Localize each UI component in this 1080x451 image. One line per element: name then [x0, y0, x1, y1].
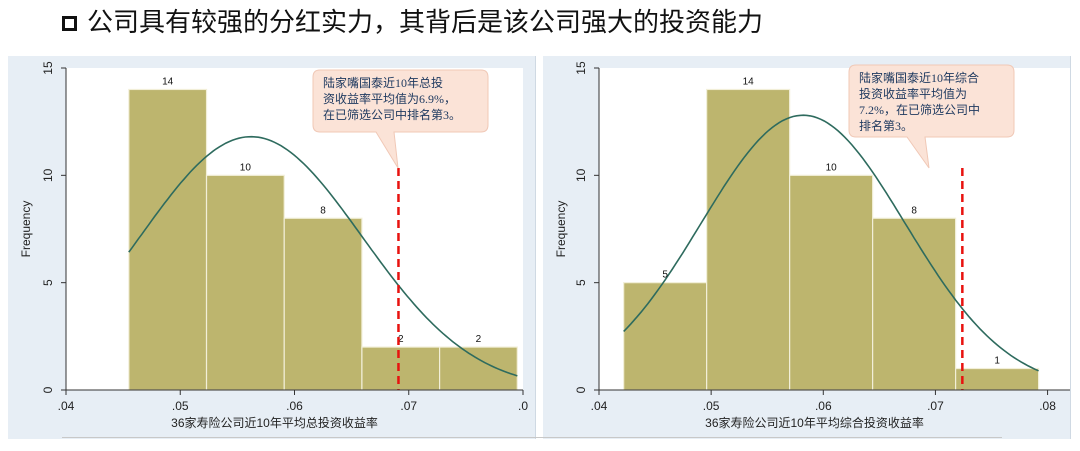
y-axis-title: Frequency: [554, 201, 568, 258]
histogram-bar: [789, 174, 874, 391]
bar-count-label: 1: [994, 356, 1000, 367]
annotation-text-line: 7.2%，在已筛选公司中: [859, 102, 980, 117]
x-tick-label: .07: [400, 399, 417, 413]
y-tick-label: 5: [41, 279, 55, 286]
x-tick-label: .0: [518, 399, 528, 413]
divider: [62, 437, 1002, 438]
x-tick-label: .06: [286, 399, 303, 413]
histogram-bar: [872, 217, 957, 391]
x-tick-label: .04: [58, 399, 75, 413]
bar-count-label: 2: [476, 334, 482, 345]
histogram-bar: [955, 367, 1040, 391]
x-tick-label: .06: [815, 399, 832, 413]
histogram-bar: [623, 282, 708, 391]
annotation-callout-bubble: [848, 64, 1015, 169]
bar-count-label: 5: [662, 270, 668, 281]
annotation-text-line: 排名第3。: [859, 118, 913, 133]
annotation-text-line: 资收益率平均值为6.9%，: [323, 91, 456, 106]
chart-panel-comprehensive-return: 5 14 10 8 1 0 5 10 15.04.05.06.07.08 36家寿险公司近10年平…: [543, 56, 1071, 439]
normal-density-curve: [623, 114, 1039, 372]
x-axis-title: 36家寿险公司近10年平均总投资收益率: [171, 415, 378, 430]
histogram-bar: [205, 174, 285, 391]
annotation-callout-bubble: [312, 69, 489, 169]
y-tick-label: 0: [574, 386, 588, 393]
bar-count-label: 2: [398, 334, 404, 345]
bar-count-label: 14: [162, 76, 174, 87]
histogram-bar: [128, 88, 208, 391]
y-tick-label: 0: [41, 386, 55, 393]
annotation-text-line: 投资收益率平均值为: [859, 86, 967, 101]
square-bullet-icon: [62, 15, 77, 31]
bar-count-label: 14: [743, 76, 755, 87]
y-tick-label: 10: [574, 168, 588, 182]
y-tick-label: 10: [41, 168, 55, 182]
histogram-total-return: 14 10 8 2 2 0 5 10 15 .04 .05 .06 .07 .0 36家寿险公司近10年平均…: [19, 61, 528, 430]
bar-count-label: 8: [911, 205, 917, 216]
bar-count-label: 10: [826, 162, 838, 173]
x-tick-label: .07: [927, 399, 944, 413]
y-axis-title: Frequency: [19, 201, 33, 258]
x-axis-title: 36家寿险公司近10年平均综合投资收益率: [705, 415, 924, 430]
annotation-text-line: 陆家嘴国泰近10年综合: [859, 70, 979, 85]
y-tick-label: 5: [574, 279, 588, 286]
histogram-comprehensive-return: 5141081051015.04.05.06.07.0836家寿险公司近10年平…: [554, 61, 1070, 430]
slide-title-text: 公司具有较强的分红实力，其背后是该公司强大的投资能力: [87, 8, 764, 38]
x-tick-label: .08: [1039, 399, 1056, 413]
histogram-bar: [283, 217, 363, 391]
y-tick-label: 15: [574, 61, 588, 75]
x-tick-label: .05: [703, 399, 720, 413]
normal-density-curve: [128, 135, 518, 377]
x-tick-label: .05: [172, 399, 189, 413]
histogram-bar: [706, 88, 791, 391]
bar-count-label: 10: [240, 162, 252, 173]
x-tick-label: .04: [591, 399, 608, 413]
slide-title: 公司具有较强的分红实力，其背后是该公司强大的投资能力: [62, 10, 763, 36]
annotation-text-line: 陆家嘴国泰近10年总投: [323, 75, 443, 90]
histogram-bar: [361, 346, 441, 391]
y-tick-label: 15: [41, 61, 55, 75]
bar-count-label: 8: [320, 205, 326, 216]
chart-panel-total-return: 14 10 8 2 2 0 5 10 15 .04 .05 .06 .07 .0 36家寿险公司近10年平均…: [8, 56, 536, 439]
annotation-text-line: 在已筛选公司中排名第3。: [323, 107, 461, 122]
histogram-bar: [438, 346, 518, 391]
